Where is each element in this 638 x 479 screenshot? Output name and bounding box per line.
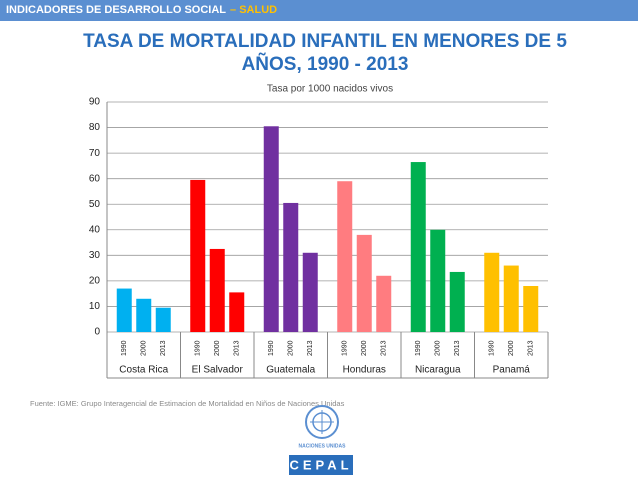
y-tick-label: 70 <box>89 148 101 159</box>
year-label: 2013 <box>454 340 461 356</box>
bar <box>503 265 519 332</box>
header-section: INDICADORES DE DESARROLLO SOCIAL <box>6 4 227 16</box>
bar <box>116 288 132 332</box>
x-tick-label: Honduras <box>343 365 386 376</box>
year-label: 2000 <box>288 340 295 356</box>
y-tick-label: 0 <box>94 327 100 338</box>
bar <box>136 298 152 332</box>
y-tick-label: 90 <box>89 97 101 108</box>
bar <box>283 202 299 332</box>
year-label: 1990 <box>342 340 349 356</box>
bar <box>155 307 171 332</box>
bar <box>263 126 279 333</box>
x-tick-label: Nicaragua <box>415 365 461 376</box>
year-label: 1990 <box>121 340 128 356</box>
year-label: 2000 <box>361 340 368 356</box>
bar <box>449 271 465 332</box>
year-label: 1990 <box>489 340 496 356</box>
bar <box>229 292 245 332</box>
y-tick-label: 80 <box>89 122 101 133</box>
bar <box>430 229 446 332</box>
y-tick-label: 40 <box>89 224 101 235</box>
logo-name: CEPAL <box>289 457 352 472</box>
year-label: 2000 <box>214 340 221 356</box>
bar <box>410 162 426 332</box>
bar <box>356 234 372 332</box>
bar <box>190 179 206 332</box>
y-tick-label: 50 <box>89 199 101 210</box>
x-tick-label: Costa Rica <box>119 365 168 376</box>
x-tick-label: El Salvador <box>192 365 244 376</box>
year-label: 1990 <box>195 340 202 356</box>
logo-org: NACIONES UNIDAS <box>299 443 347 449</box>
bar <box>523 286 539 332</box>
year-label: 2013 <box>381 340 388 356</box>
year-label: 2000 <box>435 340 442 356</box>
year-label: 2013 <box>160 340 167 356</box>
year-label: 2013 <box>528 340 535 356</box>
year-label: 1990 <box>415 340 422 356</box>
year-label: 2000 <box>508 340 515 356</box>
year-label: 2013 <box>307 340 314 356</box>
source-note: Fuente: IGME: Grupo Interagencial de Est… <box>30 399 345 408</box>
logo-box <box>289 455 353 475</box>
year-label: 1990 <box>268 340 275 356</box>
header-topic: – SALUD <box>230 4 278 16</box>
bar <box>337 181 353 332</box>
y-tick-label: 60 <box>89 173 101 184</box>
chart-title: TASA DE MORTALIDAD INFANTIL EN MENORES D… <box>83 31 567 75</box>
header-bar: INDICADORES DE DESARROLLO SOCIAL – SALUD <box>0 0 638 21</box>
x-tick-label: Panamá <box>493 365 531 376</box>
un-logo <box>305 405 339 439</box>
bar <box>302 252 318 332</box>
bar <box>376 275 392 332</box>
chart-subtitle: Tasa por 1000 nacidos vivos <box>267 84 393 95</box>
year-label: 2000 <box>141 340 148 356</box>
y-tick-label: 10 <box>89 301 101 312</box>
x-tick-label: Guatemala <box>266 365 315 376</box>
year-label: 2013 <box>234 340 241 356</box>
y-tick-label: 30 <box>89 250 101 261</box>
bar <box>209 248 225 332</box>
bar <box>484 252 500 332</box>
y-tick-label: 20 <box>89 276 101 287</box>
